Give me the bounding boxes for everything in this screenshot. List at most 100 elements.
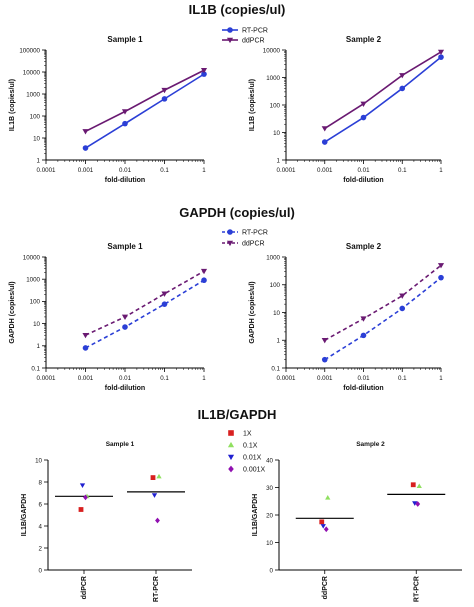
- data-point-x1: [410, 482, 416, 488]
- data-point-ddpcr: [399, 293, 406, 299]
- x-tick-label: 0.001: [78, 167, 94, 174]
- y-tick-label: 10: [266, 540, 273, 547]
- y-tick-label: 1000: [26, 277, 40, 284]
- series-line-rt_pcr: [324, 277, 442, 361]
- x-tick-label: 0.001: [317, 375, 333, 382]
- y-tick-label: 1000: [26, 91, 40, 98]
- x-category-label: RT-PCR: [153, 576, 160, 602]
- data-point-rt_pcr: [360, 332, 367, 339]
- y-tick-label: 100000: [19, 47, 40, 54]
- chart-title: Sample 1: [106, 441, 135, 448]
- data-point-ddpcr: [360, 101, 367, 107]
- data-point-rt_pcr: [399, 305, 406, 312]
- chart-title: Sample 2: [346, 35, 382, 44]
- data-point-rt_pcr: [122, 120, 128, 127]
- x-category-label: RT-PCR: [413, 576, 420, 602]
- legend-marker: [228, 465, 234, 473]
- x-tick-label: 0.0001: [277, 167, 296, 174]
- y-tick-label: 10: [273, 310, 280, 317]
- y-axis-label: IL1B/GAPDH: [252, 494, 259, 536]
- legend-label: 0.001X: [243, 467, 266, 474]
- y-tick-label: 10: [33, 135, 40, 142]
- series-line-ddpcr: [85, 69, 205, 133]
- data-point-rt_pcr: [201, 71, 207, 77]
- legend-label: 1X: [243, 431, 252, 438]
- y-tick-label: 100: [270, 102, 281, 109]
- y-tick-label: 1: [277, 157, 281, 164]
- data-point-rt_pcr: [399, 85, 406, 92]
- y-tick-label: 30: [266, 485, 273, 492]
- data-point-rt_pcr: [438, 54, 444, 60]
- chart-title: Sample 2: [346, 242, 382, 251]
- data-point-rt_pcr: [360, 114, 367, 121]
- data-point-ddpcr: [121, 109, 129, 115]
- data-point-x001: [79, 483, 86, 488]
- y-tick-label: 2: [39, 545, 43, 552]
- legend-marker: [226, 240, 234, 247]
- data-point-ddpcr: [200, 268, 208, 275]
- x-axis-label: fold-dilution: [105, 385, 145, 392]
- data-point-x1: [319, 519, 325, 525]
- line-chart-0: Sample 1 1 10 100 1000 10000 100000 0.0001 0.001…: [9, 35, 208, 184]
- x-category-label: ddPCR: [322, 576, 329, 599]
- x-axis-label: fold-dilution: [105, 177, 145, 184]
- y-tick-label: 10000: [23, 254, 41, 261]
- y-tick-label: 0: [39, 567, 43, 574]
- y-tick-label: 10000: [263, 47, 281, 54]
- data-point-x01: [156, 473, 162, 479]
- data-point-ddpcr: [437, 263, 445, 269]
- chart-title: Sample 2: [356, 441, 385, 448]
- data-point-ddpcr: [82, 332, 89, 339]
- legend-label: ddPCR: [242, 241, 265, 248]
- series-line-rt_pcr: [324, 56, 442, 143]
- x-tick-label: 0.01: [357, 375, 370, 382]
- data-point-x001: [151, 493, 158, 498]
- data-point-ddpcr: [161, 87, 168, 94]
- data-point-ddpcr: [399, 73, 406, 79]
- data-point-rt_pcr: [161, 96, 168, 102]
- x-tick-label: 0.001: [78, 375, 94, 382]
- y-tick-label: 10000: [23, 69, 41, 76]
- line-chart-1: Sample 2 1 10 100 1000 10000 0.0001 0.001 0.01 0.…: [249, 35, 445, 184]
- y-axis-label: GAPDH (copies/ul): [9, 281, 16, 343]
- legend-marker: [226, 37, 234, 44]
- y-axis-label: IL1B (copies/ul): [9, 79, 16, 131]
- y-tick-label: 1: [37, 343, 41, 350]
- legend-gapdh: RT-PCR ddPCR: [222, 229, 268, 248]
- x-tick-label: 1: [202, 167, 206, 174]
- legend-marker: [227, 27, 233, 33]
- x-tick-label: 0.1: [160, 167, 169, 174]
- data-point-ddpcr: [200, 68, 208, 74]
- data-point-x01: [416, 483, 422, 489]
- y-tick-label: 1: [37, 157, 41, 164]
- x-category-label: ddPCR: [81, 576, 88, 599]
- y-axis-label: IL1B/GAPDH: [21, 494, 28, 536]
- data-point-rt_pcr: [321, 139, 328, 145]
- data-point-ddpcr: [161, 291, 168, 297]
- data-point-x001: [320, 524, 326, 529]
- legend-label: ddPCR: [242, 38, 265, 45]
- data-point-ddpcr: [121, 314, 129, 320]
- y-tick-label: 100: [30, 113, 41, 120]
- legend-label: 0.1X: [243, 443, 258, 450]
- data-point-rt_pcr: [201, 277, 207, 284]
- x-tick-label: 0.1: [398, 375, 407, 382]
- data-point-x1: [78, 507, 84, 512]
- x-tick-label: 0.0001: [37, 375, 56, 382]
- section-title-ratio: IL1B/GAPDH: [198, 407, 277, 422]
- line-chart-3: Sample 2 0.1 1 10 100 1000 0.0001 0.001 0.01 0.1 1…: [249, 242, 445, 392]
- section-title-gapdh: GAPDH (copies/ul): [179, 205, 295, 220]
- y-axis-label: GAPDH (copies/ul): [249, 281, 256, 343]
- y-tick-label: 1: [277, 338, 281, 345]
- dot-chart-5: Sample 2 0 10 20 30 40 IL1B/GAPDH ddPCR RT-PCR: [252, 441, 462, 602]
- x-tick-label: 0.001: [317, 167, 333, 174]
- series-line-rt_pcr: [85, 73, 205, 149]
- legend-il1b: RT-PCR ddPCR: [222, 27, 268, 45]
- line-chart-2: Sample 1 0.1 1 10 100 1000 10000 0.0001 0.001 0.0…: [9, 242, 208, 392]
- section-title-il1b: IL1B (copies/ul): [189, 2, 286, 17]
- x-tick-label: 0.0001: [277, 375, 296, 382]
- y-tick-label: 8: [39, 479, 43, 486]
- x-tick-label: 1: [439, 375, 443, 382]
- x-axis-label: fold-dilution: [343, 385, 383, 392]
